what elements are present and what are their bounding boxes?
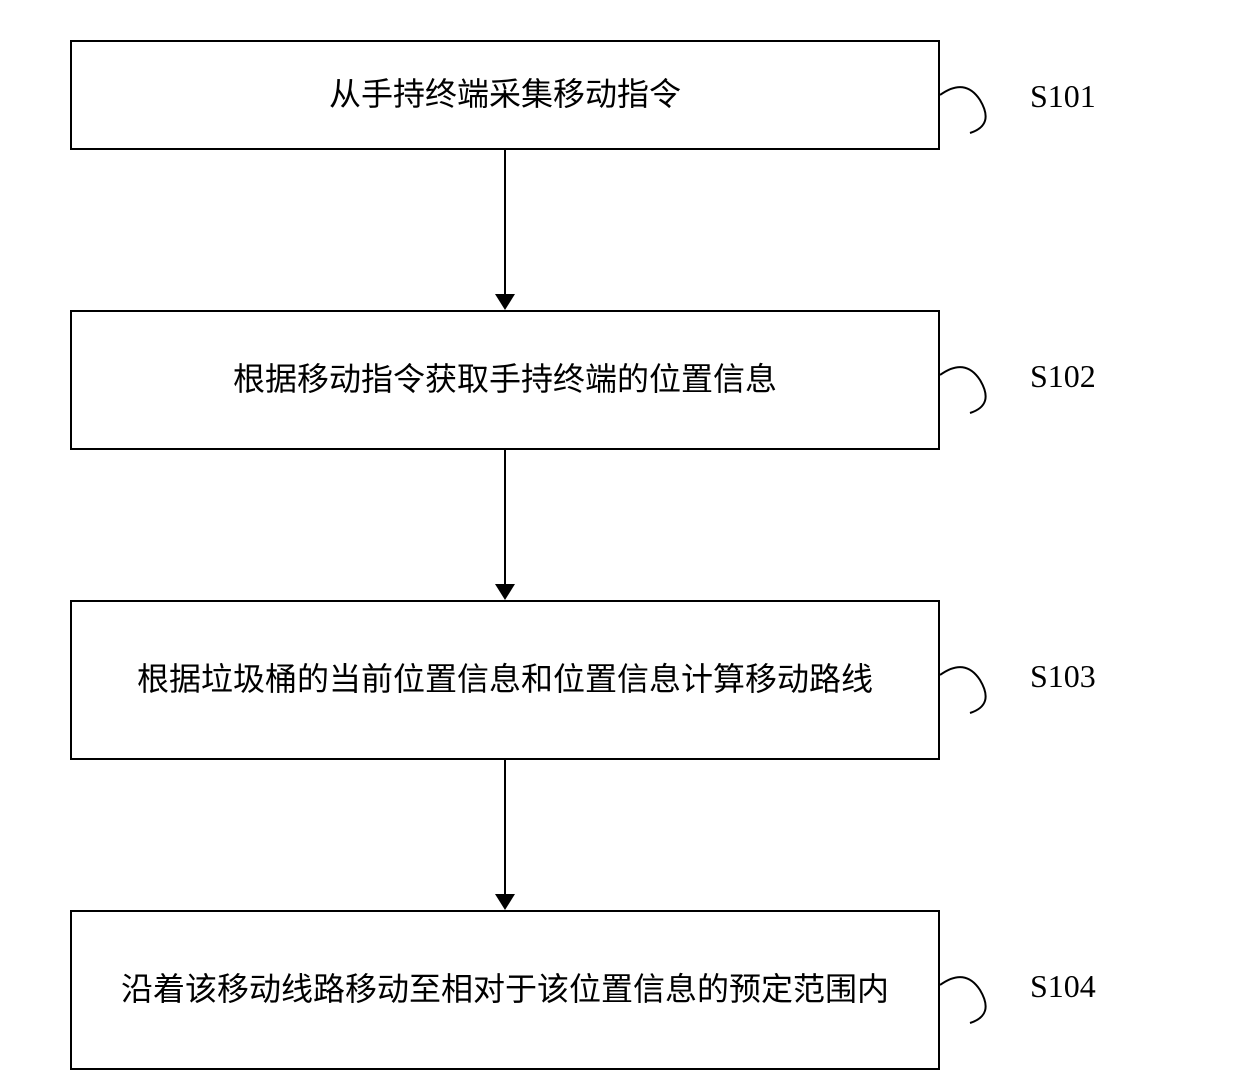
step-box-s104: 沿着该移动线路移动至相对于该位置信息的预定范围内 [70,910,940,1070]
connector-s103 [940,665,1000,715]
step-box-s101: 从手持终端采集移动指令 [70,40,940,150]
step-text-s102: 根据移动指令获取手持终端的位置信息 [233,354,777,405]
connector-s101 [940,85,1000,135]
step-label-s103: S103 [1030,658,1096,695]
step-label-s102: S102 [1030,358,1096,395]
arrow-s102-s103 [504,450,506,598]
connector-s102 [940,365,1000,415]
connector-s104 [940,975,1000,1025]
step-text-s103: 根据垃圾桶的当前位置信息和位置信息计算移动路线 [137,654,873,705]
arrow-s101-s102 [504,150,506,308]
step-text-s101: 从手持终端采集移动指令 [329,69,681,120]
arrow-s103-s104 [504,760,506,908]
step-box-s102: 根据移动指令获取手持终端的位置信息 [70,310,940,450]
step-text-s104: 沿着该移动线路移动至相对于该位置信息的预定范围内 [121,964,889,1015]
step-label-s101: S101 [1030,78,1096,115]
step-box-s103: 根据垃圾桶的当前位置信息和位置信息计算移动路线 [70,600,940,760]
step-label-s104: S104 [1030,968,1096,1005]
